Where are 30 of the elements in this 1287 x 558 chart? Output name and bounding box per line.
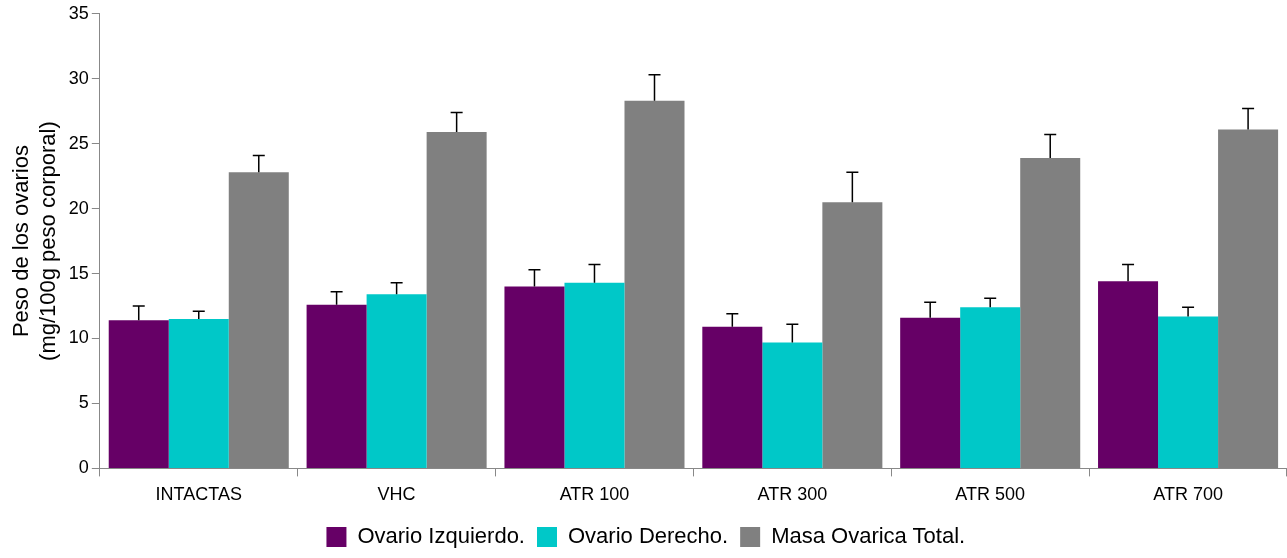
bar [168,319,229,468]
y-tick-label: 20 [68,197,89,218]
y-tick-label: 30 [68,67,89,88]
bar [960,307,1021,468]
x-tick-label: ATR 500 [955,484,1026,505]
legend-label: Ovario Derecho. [567,523,729,549]
x-tick-label: ATR 700 [1153,484,1223,505]
bar [900,317,961,468]
bar [564,282,625,468]
bar [504,286,565,468]
bar [366,294,427,468]
x-tick-label: ATR 300 [757,484,828,505]
legend-label: Masa Ovarica Total. [771,523,966,549]
y-tick-label: 25 [68,132,89,153]
x-tick-label: VHC [377,484,416,505]
y-tick-label: 0 [78,457,89,478]
y-tick-label: 10 [68,327,89,348]
bar [108,320,169,468]
bar [1158,316,1219,468]
x-tick-label: INTACTAS [155,484,242,505]
bar [306,304,367,468]
y-axis-title: Peso de los ovarios (mg/100g peso corporal) [8,121,60,361]
y-tick-label: 15 [68,262,89,283]
x-tick-label: ATR 100 [559,484,630,505]
y-tick-label: 5 [78,392,89,413]
legend-label: Ovario Izquierdo. [357,523,525,549]
bar [762,342,823,468]
bar [1098,281,1159,468]
y-tick-label: 35 [68,2,89,23]
bar [702,326,763,468]
